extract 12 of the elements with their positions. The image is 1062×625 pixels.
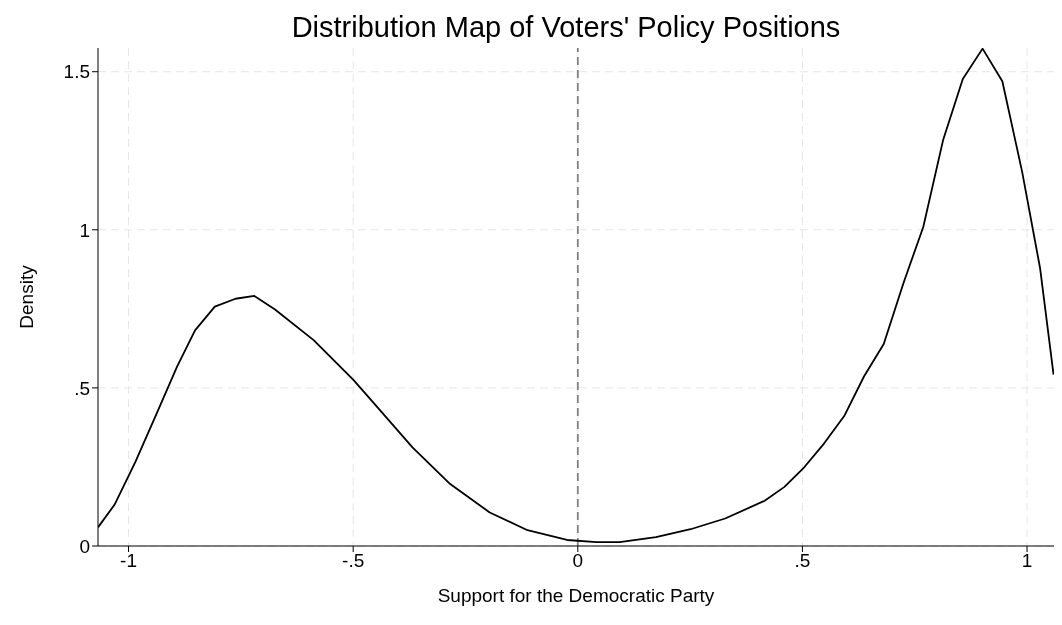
y-tick-label: 1 — [79, 219, 90, 241]
x-axis-title: Support for the Democratic Party — [437, 585, 715, 606]
y-tick-label: 0 — [79, 535, 90, 557]
x-tick-label: -.5 — [342, 550, 365, 572]
x-tick-label: -1 — [120, 550, 137, 572]
y-tick-label: 1.5 — [63, 61, 90, 83]
x-tick-label: 0 — [572, 550, 584, 572]
chart-title: Distribution Map of Voters' Policy Positions — [290, 10, 842, 45]
y-tick-label: .5 — [74, 377, 90, 399]
x-tick-label: .5 — [794, 550, 811, 572]
y-axis-title: Density — [15, 264, 37, 329]
x-tick-label: 1 — [1021, 550, 1033, 572]
